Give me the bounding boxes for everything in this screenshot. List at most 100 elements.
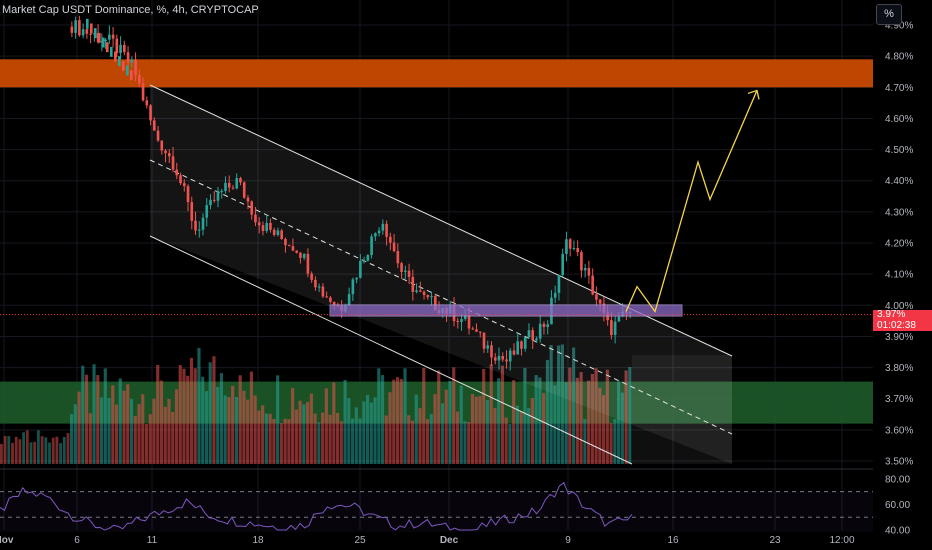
candle-body: [527, 330, 531, 338]
candle-body: [126, 65, 129, 76]
candle-body: [351, 279, 355, 295]
percent-scale-button[interactable]: %: [876, 4, 902, 25]
candle-body: [460, 318, 463, 322]
candle-body: [291, 246, 295, 251]
rsi-line: [0, 481, 633, 531]
candle-body: [306, 253, 310, 274]
y-tick-label: 4.20%: [885, 239, 913, 250]
volume-bar: [575, 377, 579, 464]
volume-bar: [403, 368, 407, 464]
volume-bar: [189, 357, 194, 464]
volume-bar: [11, 442, 14, 464]
volume-bar: [407, 415, 411, 464]
x-tick-label: Nov: [0, 535, 14, 546]
volume-bar: [223, 395, 227, 464]
candle-body: [209, 199, 212, 206]
candle-body: [70, 26, 74, 33]
volume-bar: [515, 405, 519, 464]
volume-bar: [126, 384, 130, 464]
candle-body: [194, 220, 197, 231]
candle-body: [359, 260, 362, 278]
volume-bar: [37, 430, 40, 464]
volume-bar: [276, 375, 280, 464]
candle-body: [456, 320, 460, 322]
candle-body: [250, 201, 254, 215]
candle-body: [523, 337, 527, 349]
candle-body: [118, 56, 121, 67]
candle-body: [122, 60, 125, 71]
candle-body: [201, 217, 205, 230]
volume-bar: [242, 390, 246, 464]
volume-bar: [122, 390, 126, 464]
volume-bar: [48, 442, 51, 464]
volume-bar: [336, 412, 340, 464]
volume-bar: [22, 432, 25, 464]
candle-body: [175, 169, 179, 176]
volume-bar: [594, 368, 598, 464]
candle-body: [314, 279, 317, 288]
volume-bar: [137, 404, 141, 464]
candle-body: [512, 350, 516, 355]
volume-bar: [392, 379, 396, 464]
volume-bar: [84, 374, 89, 464]
volume-bar: [365, 394, 370, 464]
candle-body: [102, 37, 105, 48]
volume-bar: [321, 412, 325, 464]
volume-bar: [3, 435, 7, 464]
projection-box: [632, 355, 732, 464]
candle-body: [110, 46, 113, 57]
time-axis[interactable]: Nov 6 11 18 25 Dec 9 16 23 12:00: [0, 532, 873, 550]
candle-body: [85, 29, 89, 34]
candle-body: [546, 324, 550, 328]
volume-bar: [448, 380, 452, 464]
volume-bar: [294, 409, 298, 464]
candle-body: [377, 230, 381, 234]
volume-bar: [440, 403, 445, 464]
candle-body: [115, 38, 119, 54]
candle-body: [329, 297, 332, 302]
volume-bar: [437, 370, 441, 464]
candle-body: [520, 341, 523, 349]
candle-body: [561, 253, 564, 276]
volume-bar: [272, 419, 276, 464]
volume-bar: [339, 421, 343, 464]
y-tick-label: 3.80%: [885, 363, 913, 374]
volume-bar: [44, 437, 48, 464]
x-tick-label: 12:00: [829, 535, 854, 546]
volume-bar: [482, 369, 486, 464]
candle-body: [505, 359, 508, 362]
candle-body: [568, 239, 572, 249]
volume-bar: [182, 368, 186, 464]
x-tick-label: Dec: [440, 535, 459, 546]
candle-body: [138, 74, 141, 84]
volume-bar: [66, 433, 70, 464]
candle-body: [572, 248, 576, 250]
volume-bar: [553, 385, 557, 464]
volume-bar: [444, 389, 448, 464]
candle-body: [114, 51, 117, 62]
descending-channel[interactable]: [149, 84, 733, 465]
volume-bar: [51, 437, 55, 464]
volume-bar: [40, 436, 44, 464]
price-axis[interactable]: 3.50% 3.60% 3.70% 3.80% 3.90% 4.00% 4.10% 4.20%…: [873, 0, 932, 550]
volume-bar: [380, 375, 385, 464]
volume-bar: [347, 398, 351, 464]
candle-body: [310, 273, 313, 280]
volume-bar: [542, 392, 546, 464]
candle-body: [576, 248, 579, 253]
candle-body: [186, 186, 190, 203]
x-tick-label: 11: [147, 535, 158, 546]
volume-bar: [156, 364, 160, 464]
candle-body: [531, 330, 535, 341]
candle-body: [467, 315, 471, 329]
candle-body: [119, 44, 122, 54]
volume-bar: [33, 441, 37, 464]
volume-bar: [167, 398, 171, 464]
volume-bar: [197, 347, 201, 464]
volume-bar: [459, 385, 463, 464]
y-tick-label: 4.60%: [885, 114, 913, 125]
candle-body: [284, 239, 287, 246]
candle-body: [430, 296, 433, 298]
